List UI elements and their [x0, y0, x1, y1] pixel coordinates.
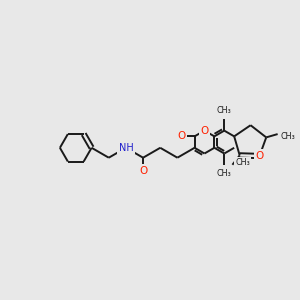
Text: CH₃: CH₃: [280, 132, 296, 141]
Text: O: O: [178, 131, 186, 141]
Text: CH₃: CH₃: [236, 158, 250, 167]
Text: O: O: [200, 126, 208, 136]
Text: O: O: [255, 151, 264, 161]
Text: CH₃: CH₃: [217, 106, 232, 115]
Text: CH₃: CH₃: [217, 169, 232, 178]
Text: NH: NH: [118, 143, 133, 153]
Text: O: O: [139, 166, 147, 176]
